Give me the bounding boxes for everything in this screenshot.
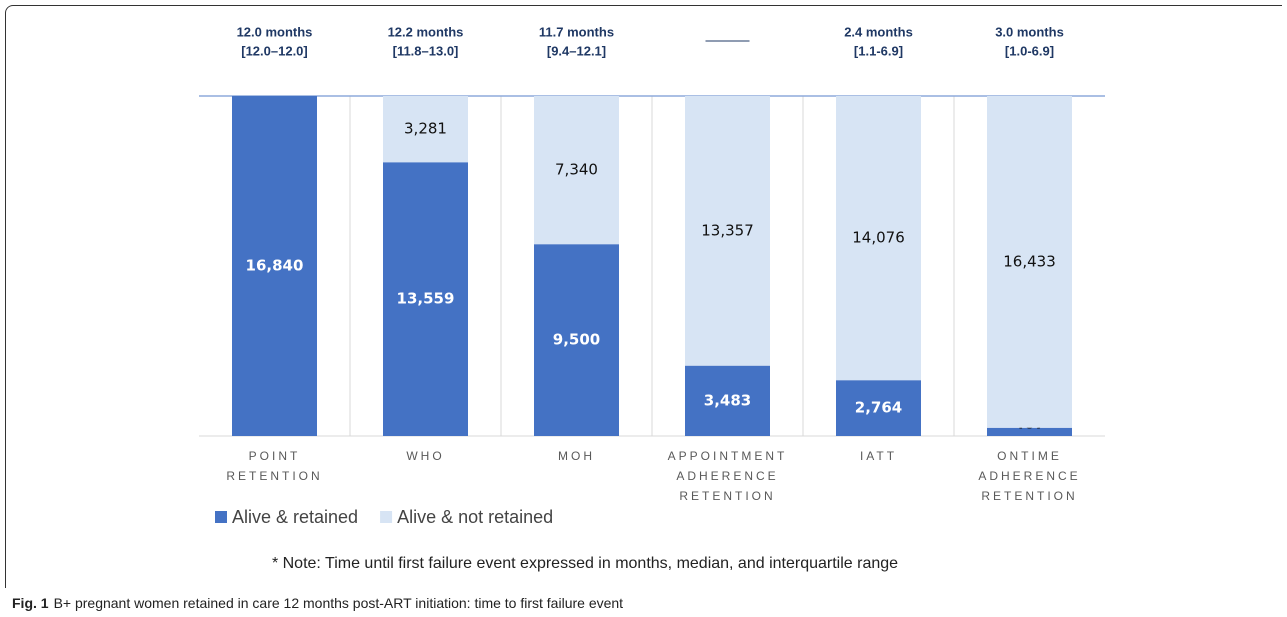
- bar-segment: [836, 96, 921, 381]
- figure-frame: [5, 5, 1282, 588]
- value-label: 13,357: [701, 221, 754, 239]
- x-tick-line: WHO: [406, 449, 444, 463]
- legend-swatch: [380, 511, 393, 523]
- annotation: 12.0 months: [237, 24, 313, 39]
- note: * Note: Time until first failure event e…: [272, 555, 898, 572]
- caption-label: Fig. 1: [12, 595, 49, 611]
- value-label: 16,840: [246, 257, 304, 275]
- annotation: [1.0-6.9]: [1005, 43, 1054, 58]
- legend-label: Alive & retained: [232, 507, 358, 527]
- value-label: 9,500: [553, 331, 600, 349]
- x-tick-line: RETENTION: [226, 469, 322, 483]
- value-label: 13,559: [397, 290, 455, 308]
- annotation: [11.8–13.0]: [393, 43, 459, 58]
- bar-segment: [685, 96, 770, 366]
- x-tick-line: IATT: [860, 449, 897, 463]
- bar-segment: [987, 96, 1072, 428]
- legend-swatch: [215, 511, 227, 523]
- caption: Fig. 1 B+ pregnant women retained in care…: [12, 595, 623, 611]
- x-tick-label: ONTIME ADHERENCE RETENTION: [978, 449, 1080, 503]
- annotation: [12.0–12.0]: [241, 43, 308, 58]
- value-label: 14,076: [852, 229, 905, 247]
- x-tick-line: ONTIME: [997, 449, 1062, 463]
- x-tick-line: RETENTION: [981, 489, 1077, 503]
- bar-segment: [685, 365, 770, 436]
- value-label: 3,281: [404, 120, 447, 138]
- x-tick-line: ADHERENCE: [978, 469, 1080, 483]
- value-label: 2,764: [855, 399, 902, 417]
- value-label: 16,433: [1003, 252, 1056, 270]
- bar-segment: [987, 427, 1072, 436]
- annotation: [9.4–12.1]: [547, 43, 606, 58]
- x-tick-line: APPOINTMENT: [668, 449, 788, 463]
- caption-text: B+ pregnant women retained in care 12 mo…: [54, 595, 624, 611]
- x-tick-line: MOH: [558, 449, 595, 463]
- x-tick-label: WHO: [406, 449, 444, 463]
- annotation: 11.7 months: [539, 24, 614, 39]
- x-tick-label: IATT: [860, 449, 897, 463]
- annotation: 3.0 months: [995, 24, 1064, 39]
- x-tick-label: MOH: [558, 449, 595, 463]
- bar-segment: [836, 380, 921, 436]
- value-label: 7,340: [555, 161, 598, 179]
- value-label: 3,483: [704, 391, 751, 409]
- bar-segment: [534, 96, 619, 245]
- x-tick-line: ADHERENCE: [676, 469, 778, 483]
- x-tick-line: RETENTION: [679, 489, 775, 503]
- annotation: 12.2 months: [388, 24, 464, 39]
- bar-segment: [383, 96, 468, 163]
- bar-segment: [534, 244, 619, 436]
- x-tick-label: POINT RETENTION: [226, 449, 322, 483]
- bar-segment: [383, 162, 468, 436]
- bar-segment: [232, 96, 317, 436]
- legend-label: Alive & not retained: [397, 507, 553, 527]
- annotation: 2.4 months: [844, 24, 913, 39]
- annotation: [1.1-6.9]: [854, 43, 903, 58]
- x-tick-label: APPOINTMENT ADHERENCE RETENTION: [668, 449, 788, 503]
- x-tick-line: POINT: [249, 449, 301, 463]
